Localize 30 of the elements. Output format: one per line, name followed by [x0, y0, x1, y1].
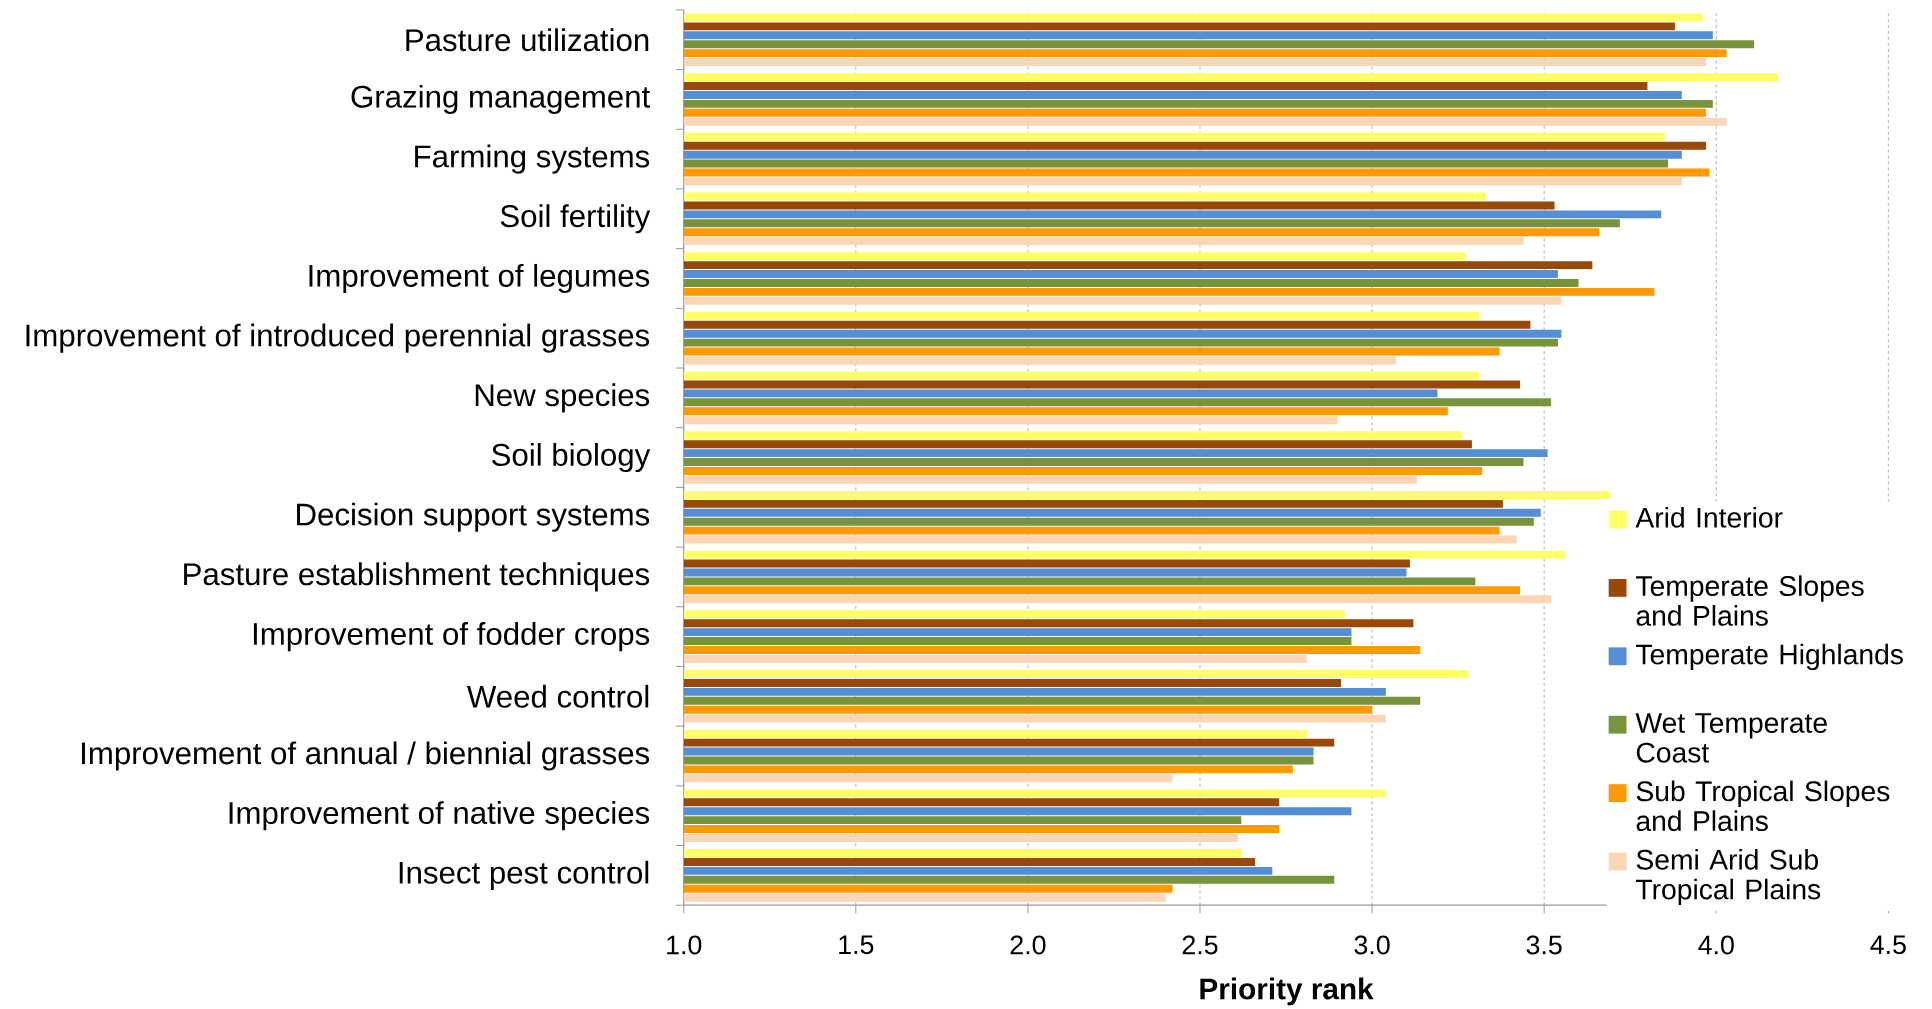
y-tick-label: Improvement of native species [229, 800, 650, 831]
y-tick-label: New species [475, 383, 650, 413]
y-tick-label: Improvement of fodder crops [253, 621, 650, 652]
y-tick-label: Pasture utilization [406, 28, 649, 52]
x-tick-label: 3.0 [1354, 935, 1390, 955]
legend-label: Wet Temperate Coast [1635, 713, 1827, 763]
x-tick-label: 1.5 [839, 935, 874, 954]
legend-label: Semi Arid Sub Tropical Plains [1636, 848, 1821, 905]
y-tick-label: Insect pest control [399, 860, 649, 890]
legend-label: Temperate Highlands [1636, 643, 1903, 670]
x-tick-label: 2.5 [1182, 935, 1218, 955]
x-tick-label: 3.5 [1526, 935, 1562, 955]
y-tick-label: Soil biology [492, 442, 651, 472]
y-tick-label: Improvement of annual / biennial grasses [82, 741, 650, 771]
y-tick-label: Weed control [467, 684, 649, 708]
x-tick-label: 4.5 [1870, 935, 1906, 954]
y-tick-label: Improvement of introduced perennial grasses [26, 323, 650, 353]
y-tick-label: Decision support systems [297, 502, 650, 532]
legend-label: Arid Interior [1635, 506, 1783, 528]
x-tick-label: 2.0 [1010, 935, 1046, 955]
y-tick-label: Farming systems [415, 144, 650, 174]
legend-label: Temperate Slopes and Plains [1636, 575, 1864, 626]
x-tick-label: 4.0 [1698, 935, 1734, 955]
y-tick-label: Improvement of legumes [309, 263, 650, 293]
x-tick-label: 1.0 [667, 935, 702, 955]
y-tick-label: Grazing management [351, 84, 651, 114]
y-tick-label: Pasture establishment techniques [184, 562, 650, 592]
legend-label: Sub Tropical Slopes and Plains [1636, 780, 1890, 831]
x-axis-title: Priority rank [1200, 977, 1374, 1006]
y-tick-label: Soil fertility [500, 204, 651, 234]
